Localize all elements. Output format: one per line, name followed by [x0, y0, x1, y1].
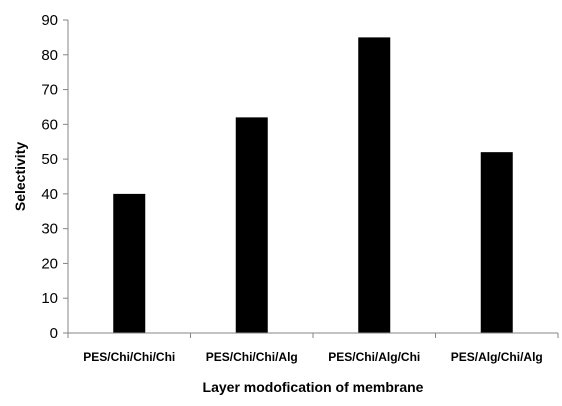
- y-tick-label: 90: [41, 12, 58, 29]
- x-category-label: PES/Chi/Chi/Alg: [206, 350, 298, 364]
- bars: [113, 37, 513, 334]
- y-tick-label: 70: [41, 82, 58, 99]
- y-tick-label: 20: [41, 255, 58, 272]
- y-tick-label: 50: [41, 151, 58, 168]
- bar-3: [358, 37, 391, 334]
- x-axis-title: Layer modofication of membrane: [203, 379, 424, 395]
- bar-2: [235, 117, 268, 333]
- y-tick-label: 10: [41, 290, 58, 307]
- y-tick-label: 80: [41, 47, 58, 64]
- axes: [67, 20, 559, 338]
- x-category-label: PES/Chi/Chi/Chi: [83, 350, 175, 364]
- bar-1: [113, 193, 146, 333]
- y-tick-label: 30: [41, 221, 58, 238]
- x-axis-category-labels: PES/Chi/Chi/Chi PES/Chi/Chi/Alg PES/Chi/Al…: [83, 350, 543, 364]
- bar-4: [480, 152, 513, 333]
- y-axis-ticks: 0 10 20 30 40 50 60 70 80 90: [41, 12, 68, 342]
- y-axis-title: Selectivity: [12, 142, 28, 211]
- y-tick-label: 40: [41, 186, 58, 203]
- x-category-label: PES/Chi/Alg/Chi: [328, 350, 420, 364]
- y-tick-label: 0: [50, 325, 58, 342]
- y-tick-label: 60: [41, 116, 58, 133]
- x-category-label: PES/Alg/Chi/Alg: [451, 350, 543, 364]
